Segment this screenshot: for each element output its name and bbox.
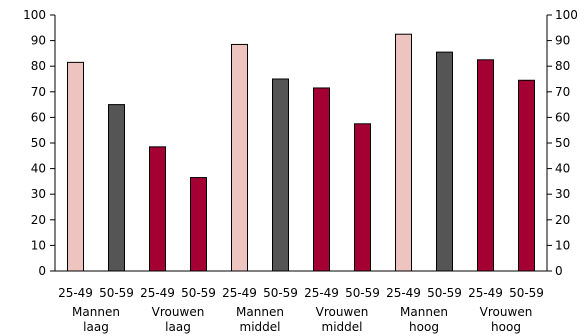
category-label: 50-59	[99, 286, 134, 300]
right-tick-label: 100	[555, 8, 578, 22]
axes: 0 0 10 10 20 20 30 30 40 40 50 50 60 60 70 70 80 80 90 90 10…	[23, 8, 578, 278]
left-tick-label: 10	[31, 238, 46, 252]
group-label-line1: Mannen	[400, 305, 448, 319]
right-tick-label: 60	[555, 110, 570, 124]
left-tick-label: 20	[31, 213, 46, 227]
left-tick-label: 50	[31, 136, 46, 150]
group-label-line1: Vrouwen	[152, 305, 205, 319]
left-tick-label: 100	[23, 8, 46, 22]
left-tick-label: 40	[31, 162, 46, 176]
bar	[67, 61, 84, 272]
category-label: 50-59	[181, 286, 216, 300]
group-label-line1: Vrouwen	[316, 305, 369, 319]
bar	[518, 79, 535, 272]
bar	[190, 177, 207, 272]
left-tick-label: 90	[31, 34, 46, 48]
right-tick-label: 50	[555, 136, 570, 150]
left-tick-label: 60	[31, 110, 46, 124]
category-label: 25-49	[222, 286, 257, 300]
category-label: 50-59	[345, 286, 380, 300]
category-label: 25-49	[58, 286, 93, 300]
category-label: 25-49	[304, 286, 339, 300]
category-label: 25-49	[468, 286, 503, 300]
group-label-line1: Mannen	[72, 305, 120, 319]
right-tick-label: 10	[555, 238, 570, 252]
group-label-line2: laag	[165, 320, 191, 334]
bar	[272, 78, 289, 272]
bar	[395, 33, 412, 272]
left-tick-label: 80	[31, 59, 46, 73]
bar	[108, 104, 125, 272]
category-label: 50-59	[427, 286, 462, 300]
group-label-line2: middel	[240, 320, 281, 334]
group-label-line2: hoog	[409, 320, 439, 334]
bar	[231, 43, 248, 272]
group-label-line1: Vrouwen	[480, 305, 533, 319]
right-tick-label: 0	[555, 264, 563, 278]
left-tick-label: 0	[38, 264, 46, 278]
group-label-line2: hoog	[491, 320, 521, 334]
bar	[354, 123, 371, 272]
right-tick-label: 80	[555, 59, 570, 73]
category-label: 25-49	[386, 286, 421, 300]
labels: 25-49 50-59 25-49 50-59 25-49 50-59 25-49 50-59…	[58, 286, 544, 334]
bar	[313, 87, 330, 272]
bar	[477, 59, 494, 272]
right-tick-label: 70	[555, 85, 570, 99]
left-tick-label: 30	[31, 187, 46, 201]
right-tick-label: 20	[555, 213, 570, 227]
category-label: 50-59	[509, 286, 544, 300]
right-tick-label: 90	[555, 34, 570, 48]
right-tick-label: 40	[555, 162, 570, 176]
bar	[149, 146, 166, 272]
left-tick-label: 70	[31, 85, 46, 99]
group-label-line2: laag	[83, 320, 109, 334]
group-label-line1: Mannen	[236, 305, 284, 319]
category-label: 50-59	[263, 286, 298, 300]
right-tick-label: 30	[555, 187, 570, 201]
group-label-line2: middel	[322, 320, 363, 334]
bar	[436, 51, 453, 272]
bars	[67, 33, 535, 272]
category-label: 25-49	[140, 286, 175, 300]
